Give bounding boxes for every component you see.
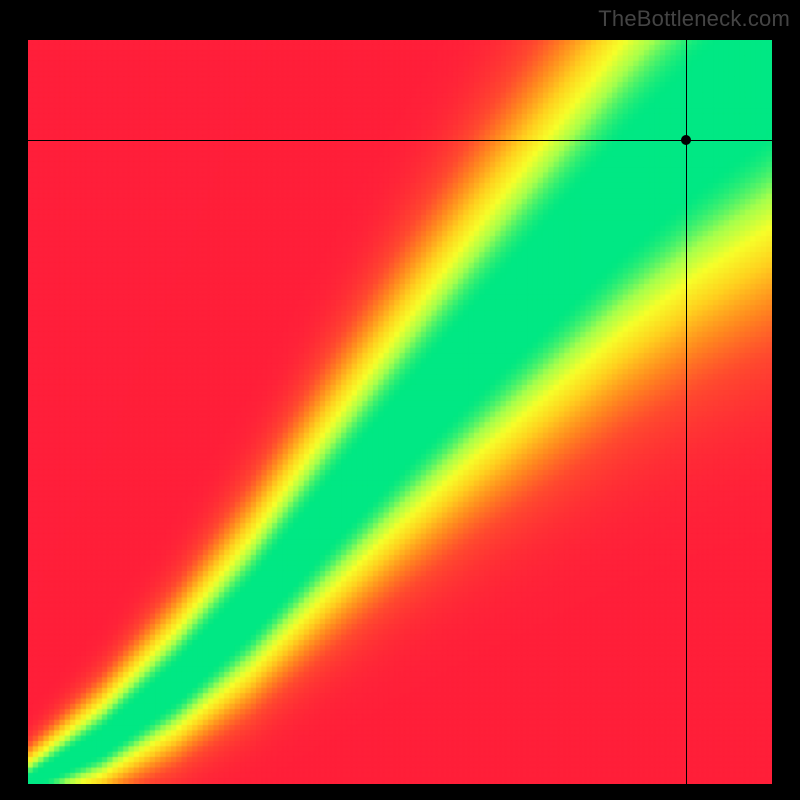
crosshair-marker bbox=[681, 135, 691, 145]
crosshair-vertical bbox=[686, 40, 687, 784]
heatmap-canvas bbox=[28, 40, 772, 784]
crosshair-horizontal bbox=[28, 140, 772, 141]
heatmap-plot bbox=[28, 40, 772, 784]
attribution-text: TheBottleneck.com bbox=[598, 6, 790, 32]
image-root: TheBottleneck.com bbox=[0, 0, 800, 800]
